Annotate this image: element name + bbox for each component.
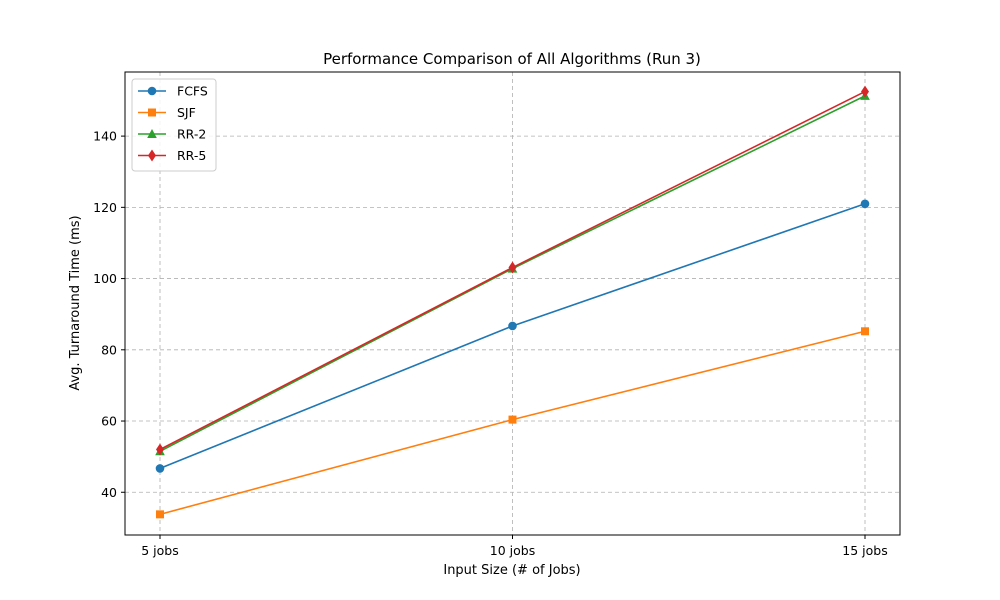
x-axis-label: Input Size (# of Jobs) [443, 563, 580, 578]
grid [125, 72, 900, 535]
data-point-rr-5 [156, 443, 164, 456]
data-point-fcfs [860, 199, 870, 209]
x-tick-label: 15 jobs [842, 543, 887, 558]
x-axis: 5 jobs 10 jobs 15 jobs [141, 535, 888, 558]
legend-marker-rr-2 [147, 129, 157, 138]
x-tick-label: 10 jobs [490, 543, 535, 558]
y-tick-label: 140 [93, 129, 117, 144]
y-tick-label: 60 [101, 414, 117, 429]
y-axis: 40 60 80 100 120 140 [93, 129, 125, 500]
legend: FCFS SJF RR-2 RR-5 [131, 78, 217, 172]
legend-label-rr-2: RR-2 [177, 127, 206, 142]
series-fcfs [155, 199, 870, 473]
y-axis-label: Avg. Turnaround Time (ms) [68, 215, 83, 390]
legend-item-rr-5: RR-5 [138, 148, 206, 163]
legend-label-fcfs: FCFS [177, 84, 208, 99]
chart-title: Performance Comparison of All Algorithms… [323, 50, 701, 68]
data-point-fcfs [508, 321, 517, 331]
series-layer [155, 85, 870, 519]
legend-item-rr-2: RR-2 [138, 127, 206, 142]
data-point-sjf [861, 327, 869, 336]
x-tick-label: 5 jobs [141, 543, 179, 558]
y-tick-label: 80 [101, 342, 117, 357]
series-sjf [156, 327, 869, 519]
data-point-sjf [156, 510, 164, 519]
legend-marker-fcfs [147, 86, 157, 96]
legend-item-sjf: SJF [138, 105, 196, 120]
y-tick-label: 120 [93, 200, 117, 215]
legend-label-sjf: SJF [177, 105, 196, 120]
data-point-sjf [508, 415, 517, 424]
data-point-rr-5 [508, 261, 517, 274]
legend-item-fcfs: FCFS [138, 84, 208, 99]
legend-marker-sjf [148, 108, 156, 117]
y-tick-label: 40 [101, 485, 117, 500]
legend-box [131, 78, 217, 172]
legend-label-rr-5: RR-5 [177, 148, 206, 163]
y-tick-label: 100 [93, 271, 117, 286]
data-point-rr-5 [861, 85, 869, 98]
series-rr-5 [156, 85, 869, 456]
legend-marker-rr-5 [148, 149, 156, 162]
data-point-fcfs [155, 464, 165, 473]
